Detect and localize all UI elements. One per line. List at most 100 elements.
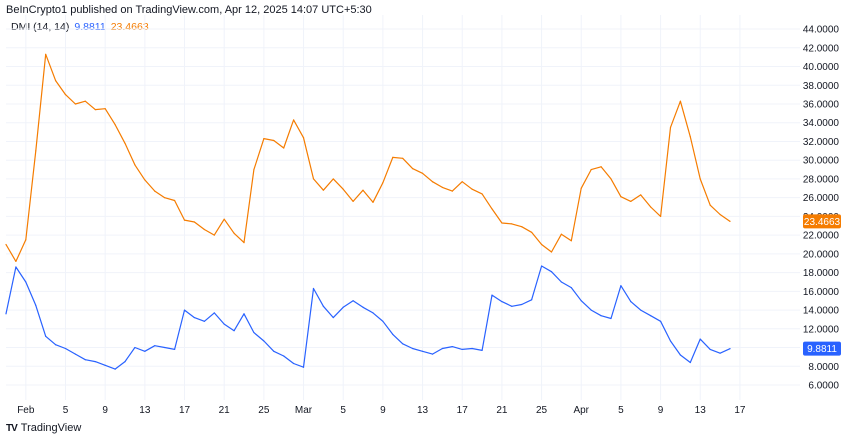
last-value-label: 9.8811	[807, 344, 837, 355]
data-point	[84, 359, 86, 361]
data-point	[94, 109, 96, 111]
data-point	[114, 123, 116, 126]
data-point	[441, 347, 443, 350]
data-point	[511, 223, 513, 225]
data-point	[25, 281, 27, 283]
y-tick-label: 16.0000	[803, 287, 840, 298]
data-point	[590, 168, 592, 171]
y-tick-label: 8.0000	[808, 362, 839, 373]
data-point	[620, 196, 622, 198]
data-point	[709, 204, 711, 206]
data-point	[134, 346, 136, 349]
data-point	[402, 157, 404, 159]
data-point	[461, 181, 463, 183]
data-point	[45, 335, 47, 337]
data-point	[104, 108, 106, 110]
data-point	[124, 142, 126, 144]
x-tick-label: 21	[496, 405, 508, 416]
data-point	[203, 228, 205, 231]
data-point	[540, 243, 543, 246]
plus-di-value: 9.8811	[74, 21, 106, 33]
data-point	[689, 136, 691, 138]
y-tick-label: 36.0000	[803, 99, 840, 110]
x-tick-label: 13	[417, 405, 429, 416]
data-point	[580, 187, 582, 189]
data-point	[699, 338, 701, 340]
y-tick-label: 40.0000	[803, 62, 840, 73]
data-point	[560, 281, 562, 283]
publish-info: BeInCrypto1 published on TradingView.com…	[6, 4, 372, 16]
data-point	[451, 346, 453, 348]
y-tick-label: 12.0000	[803, 324, 840, 335]
y-tick-label: 42.0000	[803, 43, 840, 54]
data-point	[164, 197, 166, 199]
data-point	[243, 313, 245, 315]
data-point	[382, 320, 384, 322]
data-point	[521, 303, 523, 306]
data-point	[669, 126, 672, 129]
data-point	[560, 233, 562, 235]
data-point	[630, 301, 632, 303]
data-point	[719, 213, 721, 216]
y-tick-label: 22.0000	[803, 231, 840, 242]
data-point	[372, 201, 374, 203]
y-tick-label: 14.0000	[803, 306, 840, 317]
data-point	[382, 182, 384, 184]
data-point	[154, 190, 156, 192]
data-point	[501, 301, 503, 303]
data-point	[233, 330, 235, 332]
data-point	[441, 186, 443, 188]
x-tick-label: Apr	[573, 405, 589, 416]
data-point	[729, 348, 731, 350]
y-tick-label: 30.0000	[803, 156, 840, 167]
data-point	[233, 232, 235, 234]
data-point	[283, 147, 285, 149]
data-point	[45, 53, 47, 55]
x-tick-label: 5	[63, 405, 69, 416]
tradingview-brand[interactable]: TV TradingView	[6, 422, 81, 434]
data-point	[709, 348, 711, 351]
data-point	[531, 299, 533, 301]
data-point	[253, 168, 255, 171]
data-point	[54, 79, 57, 82]
data-point	[64, 347, 67, 350]
data-point	[402, 343, 404, 345]
x-tick-label: Feb	[17, 405, 35, 416]
data-point	[193, 221, 196, 223]
y-tick-label: 6.0000	[808, 381, 839, 392]
y-tick-label: 38.0000	[803, 81, 840, 92]
data-point	[94, 360, 96, 363]
data-point	[392, 156, 394, 158]
data-point	[580, 300, 582, 302]
data-point	[640, 194, 642, 196]
data-point	[421, 172, 424, 174]
data-point	[213, 234, 215, 236]
data-point	[590, 309, 592, 311]
data-point	[174, 348, 176, 351]
data-point	[362, 189, 364, 191]
data-point	[322, 305, 324, 307]
data-point	[213, 312, 215, 314]
data-point	[183, 309, 186, 311]
data-point	[134, 164, 136, 166]
x-tick-label: 17	[457, 405, 469, 416]
x-tick-label: 13	[695, 405, 707, 416]
data-point	[352, 200, 354, 203]
data-point	[392, 333, 394, 336]
y-tick-label: 26.0000	[803, 193, 840, 204]
last-value-badge	[803, 341, 841, 356]
data-point	[243, 242, 245, 244]
data-point	[5, 243, 7, 246]
data-point	[689, 361, 691, 364]
data-point	[15, 266, 17, 268]
data-point	[679, 100, 682, 102]
data-point	[352, 300, 354, 302]
data-point	[273, 139, 275, 142]
data-point	[124, 360, 126, 363]
data-point	[481, 193, 483, 195]
y-tick-label: 18.0000	[803, 268, 840, 279]
data-point	[491, 208, 493, 210]
data-point	[5, 313, 7, 315]
data-point	[302, 366, 305, 368]
